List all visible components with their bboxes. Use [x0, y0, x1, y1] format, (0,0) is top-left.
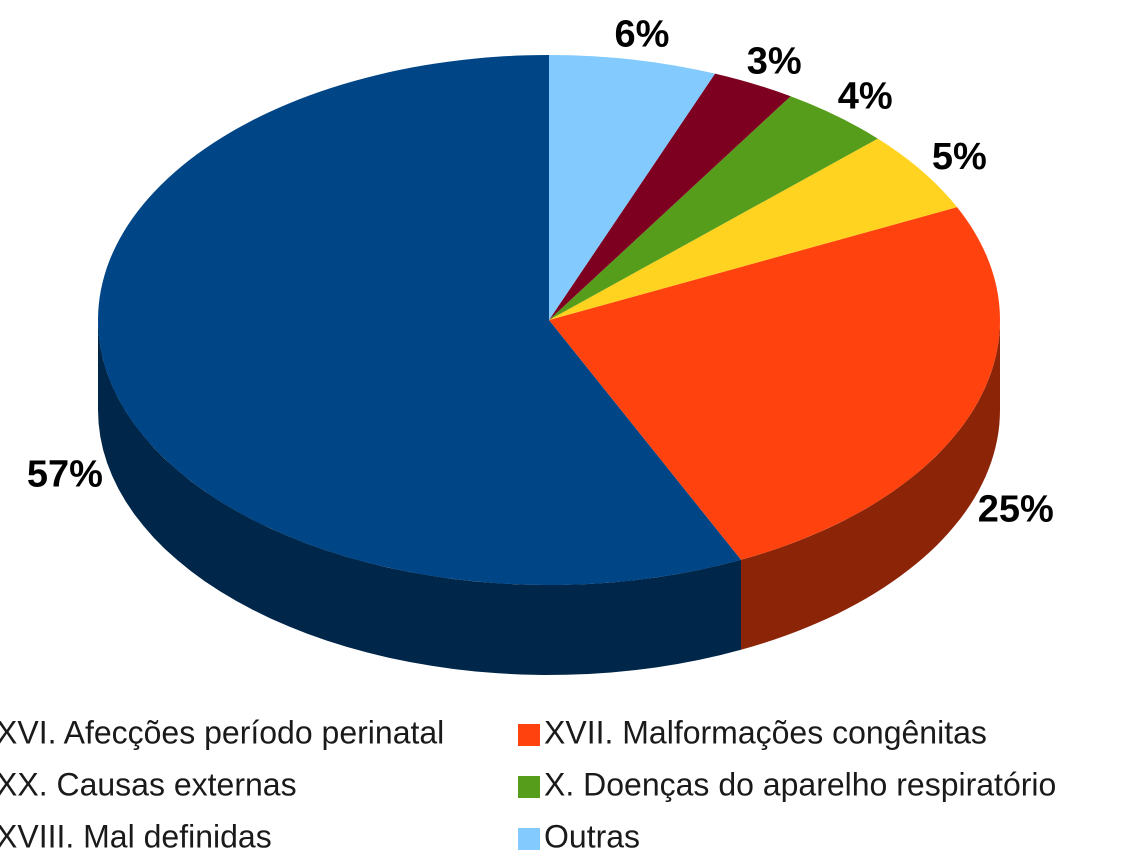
slice — [549, 96, 878, 320]
legend-swatch — [518, 776, 540, 798]
value-label: 4% — [838, 75, 893, 117]
legend-label: XVII. Malformações congênitas — [544, 714, 987, 750]
value-label: 25% — [978, 489, 1054, 531]
legend-label: Outras — [544, 818, 640, 854]
legend-label: XVI. Afecções período perinatal — [0, 714, 444, 750]
legend-label: XX. Causas externas — [0, 766, 297, 802]
value-label: 5% — [932, 136, 987, 178]
legend-label: XVIII. Mal definidas — [0, 818, 272, 854]
slice-side — [741, 320, 1000, 650]
slice — [549, 73, 791, 321]
legend-label: X. Doenças do aparelho respiratório — [544, 766, 1056, 802]
slice — [98, 55, 742, 585]
value-label: 3% — [747, 40, 802, 82]
legend-swatch — [518, 724, 540, 746]
slice — [549, 207, 1000, 560]
slice — [549, 138, 958, 320]
value-label: 57% — [27, 454, 103, 496]
value-label: 6% — [614, 14, 669, 56]
legend-swatch — [518, 828, 540, 850]
slice-side — [98, 320, 741, 675]
slice — [549, 55, 716, 320]
